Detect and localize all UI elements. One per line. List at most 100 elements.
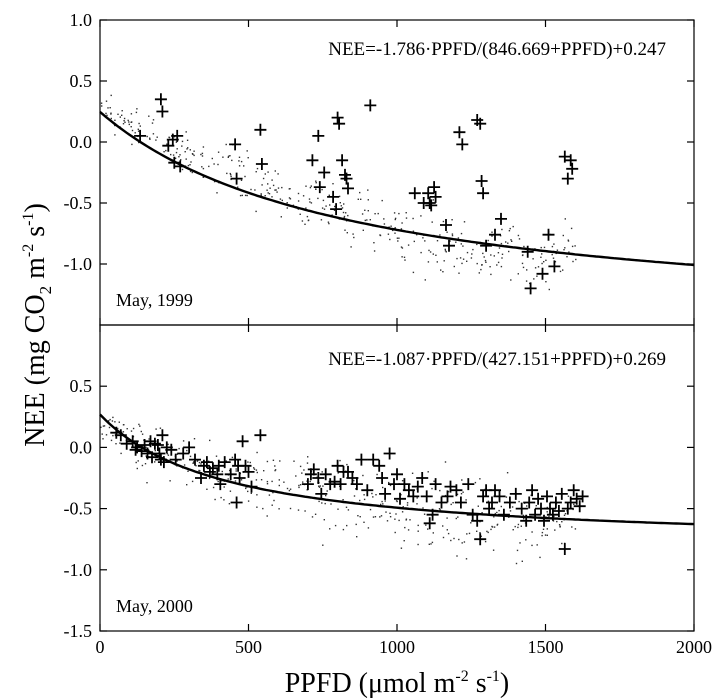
scatter-dot (432, 199, 434, 201)
scatter-dot (128, 123, 130, 126)
plus-marker (367, 453, 380, 466)
scatter-dot (149, 138, 151, 140)
scatter-dot (498, 509, 500, 512)
scatter-dot (382, 486, 384, 489)
scatter-dot (186, 449, 188, 452)
scatter-dot (541, 534, 543, 537)
scatter-dot (250, 492, 252, 494)
scatter-dot (564, 247, 566, 249)
plus-marker (443, 239, 455, 252)
scatter-dot (509, 227, 511, 230)
scatter-dot (231, 159, 233, 162)
plus-marker (561, 172, 574, 185)
scatter-dot (274, 469, 277, 471)
plus-marker (236, 435, 249, 448)
scatter-dot (346, 524, 348, 527)
scatter-dot (309, 480, 311, 483)
scatter-dot (343, 216, 345, 219)
plus-marker (453, 126, 466, 139)
plus-marker (541, 490, 553, 503)
scatter-dot (231, 456, 234, 459)
scatter-dot (334, 205, 336, 208)
scatter-dot (139, 425, 141, 427)
scatter-dot (505, 241, 507, 243)
scatter-dot (318, 486, 321, 488)
scatter-dot (288, 188, 290, 190)
scatter-dot (371, 492, 373, 495)
scatter-dot (487, 239, 489, 242)
scatter-dot (526, 505, 528, 507)
scatter-dot (193, 150, 195, 152)
scatter-dot (110, 113, 112, 115)
scatter-dot (283, 481, 285, 483)
scatter-dot (176, 460, 178, 462)
plus-marker (466, 508, 479, 521)
scatter-dot (341, 207, 344, 209)
scatter-dot (330, 503, 332, 505)
scatter-dot (148, 115, 150, 117)
scatter-dot (195, 465, 197, 467)
plus-marker (523, 496, 536, 509)
scatter-dot (558, 524, 561, 526)
plus-marker (154, 93, 167, 106)
scatter-dot (172, 154, 175, 156)
scatter-dot (424, 279, 426, 281)
scatter-dot (272, 491, 274, 494)
scatter-dot (122, 424, 125, 426)
scatter-dot (332, 183, 334, 185)
scatter-dot (170, 153, 172, 156)
scatter-dot (149, 137, 151, 139)
plus-marker (456, 138, 469, 151)
scatter-dot (417, 530, 419, 532)
scatter-dot (134, 132, 136, 134)
scatter-dot (346, 463, 348, 466)
scatter-dot (109, 107, 111, 109)
scatter-dot (240, 160, 243, 163)
scatter-dot (501, 228, 503, 231)
dot-cloud-layer (100, 94, 577, 565)
scatter-dot (463, 541, 466, 543)
scatter-dot (570, 227, 573, 230)
scatter-dot (216, 192, 218, 194)
scatter-dot (425, 524, 427, 526)
scatter-dot (505, 496, 508, 498)
scatter-dot (186, 139, 189, 141)
scatter-dot (540, 256, 542, 258)
plus-marker (567, 484, 580, 497)
scatter-dot (429, 251, 432, 253)
scatter-dot (367, 199, 369, 201)
scatter-dot (559, 270, 562, 273)
scatter-dot (138, 122, 140, 125)
scatter-dot (402, 506, 404, 508)
scatter-dot (184, 151, 186, 153)
scatter-dot (548, 288, 550, 291)
scatter-dot (431, 541, 434, 544)
scatter-dot (279, 460, 281, 462)
scatter-dot (198, 461, 201, 464)
scatter-dot (327, 221, 330, 223)
plus-marker (255, 158, 268, 170)
scatter-dot (102, 438, 104, 440)
scatter-dot (298, 484, 300, 487)
scatter-dot (230, 173, 232, 176)
scatter-dot (409, 519, 411, 521)
scatter-dot (320, 219, 323, 221)
plus-marker (483, 502, 496, 515)
scatter-dot (131, 121, 133, 123)
scatter-dot (375, 494, 377, 496)
scatter-dot (250, 188, 252, 191)
scatter-dot (380, 515, 383, 517)
plus-marker (558, 543, 571, 555)
scatter-dot (496, 524, 498, 526)
scatter-dot (217, 163, 219, 166)
scatter-dot (438, 508, 441, 510)
scatter-dot (268, 494, 271, 496)
scatter-dot (430, 543, 432, 545)
scatter-dot (304, 223, 306, 225)
scatter-dot (447, 491, 450, 493)
scatter-dot (111, 420, 114, 422)
scatter-dot (155, 139, 157, 141)
scatter-dot (127, 119, 129, 122)
plus-marker (475, 175, 488, 187)
